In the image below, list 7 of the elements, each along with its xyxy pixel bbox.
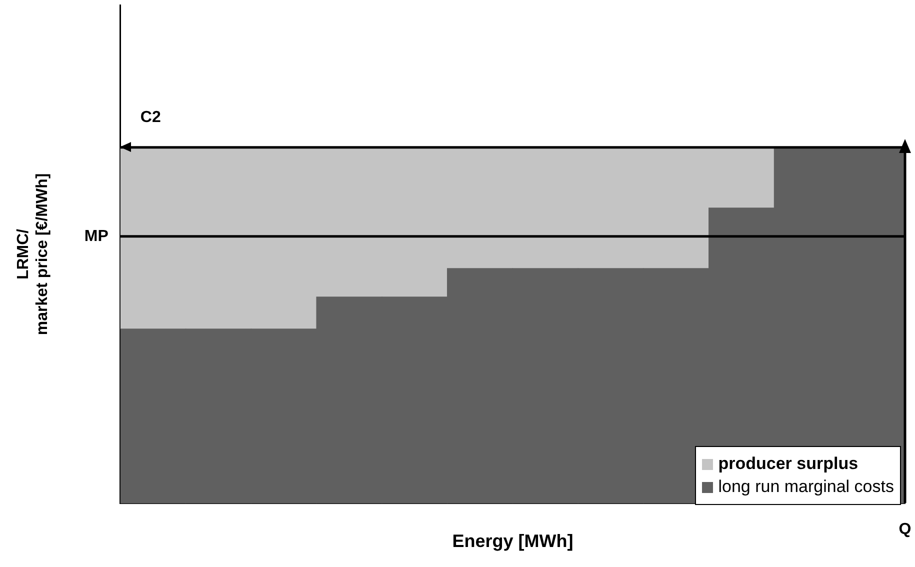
text: Q — [898, 520, 912, 538]
ref-line-label: C2 — [140, 108, 161, 126]
x-axis-title: Energy [MWh] — [452, 531, 574, 552]
legend-label: producer surplus — [718, 454, 858, 474]
y-axis-title: LRMC/ market price [€/MWh] — [15, 173, 52, 336]
ref-line-label: MP — [84, 228, 109, 245]
legend-label: long run marginal costs — [718, 477, 894, 497]
